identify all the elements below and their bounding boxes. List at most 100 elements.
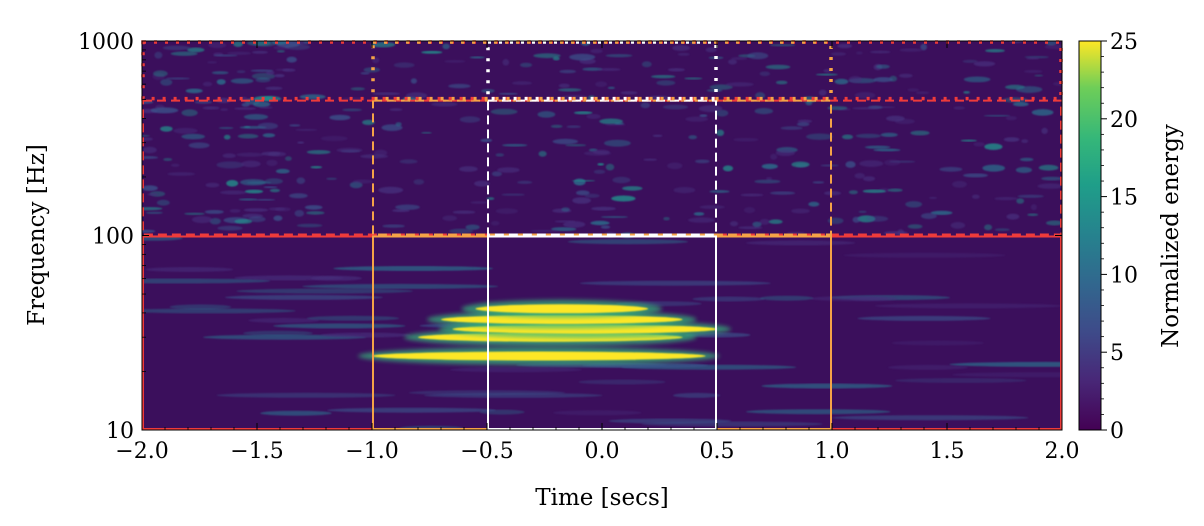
colorbar: 0 5 10 15 20 25 Normalized energy [1078,30,1184,444]
noise-speck [320,135,348,142]
noise-speck [257,122,278,130]
noise-speck [142,146,157,154]
noise-speck [972,194,980,199]
noise-speck [1019,157,1034,162]
noise-speck [142,207,163,211]
noise-speck [297,141,305,144]
noise-speck [780,126,803,130]
noise-speck [533,53,561,59]
y-tick-label: 10 [106,419,134,444]
noise-speck [421,50,443,54]
noise-speck [502,59,510,66]
noise-speck [827,106,848,111]
noise-speck [973,61,996,67]
noise-speck [243,114,269,120]
noise-speck [731,57,748,60]
noise-speck [754,179,781,184]
y-tick-label: 1000 [78,30,134,55]
noise-speck [856,51,863,55]
low-band-streak [949,361,1062,367]
noise-speck [285,156,292,161]
low-band-streak [874,303,1062,309]
noise-speck [142,185,158,191]
low-band-streak [408,390,566,396]
x-tick-label: 0.5 [700,439,735,464]
noise-speck [263,186,278,189]
noise-speck [985,49,1005,53]
noise-speck [854,92,876,99]
noise-speck [378,186,404,194]
noise-speck [688,217,716,223]
noise-speck [884,159,901,166]
noise-speck [273,215,283,221]
noise-speck [806,133,833,140]
noise-speck [156,199,170,206]
noise-speck [950,222,966,229]
noise-speck [244,189,264,194]
noise-speck [250,69,274,72]
noise-speck [684,77,703,80]
colorbar-label: Normalized energy [1158,124,1184,348]
noise-speck [350,87,365,91]
noise-speck [202,106,220,110]
noise-speck [600,216,629,218]
noise-speck [877,106,896,109]
noise-speck [730,221,738,227]
colorbar-tick-label: 5 [1110,341,1124,366]
noise-speck [733,137,759,142]
noise-speck [962,59,978,64]
noise-speck [262,133,276,138]
noise-speck [181,133,205,140]
noise-speck [448,83,471,89]
noise-speck [1027,213,1039,217]
noise-speck [726,82,754,87]
noise-speck [611,195,636,202]
energy-track [441,315,683,324]
noise-speck [824,191,842,196]
low-band-streak [746,240,856,246]
noise-speck [571,179,596,182]
colorbar-tick-label: 25 [1110,30,1138,55]
x-tick-label: 1.5 [930,439,965,464]
noise-speck [310,165,323,169]
low-band-streak [260,410,332,416]
noise-speck [952,180,967,188]
low-band-streak [449,367,582,373]
noise-speck [413,179,425,185]
noise-speck [759,71,770,77]
noise-speck [820,164,839,167]
noise-speck [167,172,196,176]
noise-speck [864,145,891,149]
noise-speck [236,152,264,157]
noise-speck [209,218,221,225]
colorbar-gradient [1078,40,1102,431]
noise-speck [259,106,273,109]
noise-speck [693,212,705,216]
noise-speck [207,61,218,64]
noise-speck [1037,183,1062,189]
low-band-streak [552,410,642,416]
noise-speck [306,211,325,215]
noise-speck [576,190,590,196]
noise-speck [551,227,577,232]
noise-speck [1041,127,1048,134]
noise-speck [572,197,591,204]
low-band-streak [672,392,721,398]
colorbar-tick-label: 0 [1110,419,1124,444]
colorbar-tick-label: 10 [1110,263,1138,288]
noise-speck [699,114,708,118]
noise-speck [469,56,485,59]
low-band-streak [692,296,765,302]
energy-track [475,304,649,314]
noise-speck [360,71,370,75]
noise-speck [265,86,283,91]
noise-speck [442,43,450,50]
low-band-streak [243,330,313,336]
noise-speck [656,80,676,86]
y-axis: 10 100 1000 [78,30,1062,444]
low-band-streak [579,280,771,286]
noise-speck [431,101,458,107]
noise-speck [775,149,795,157]
noise-speck [459,166,478,172]
